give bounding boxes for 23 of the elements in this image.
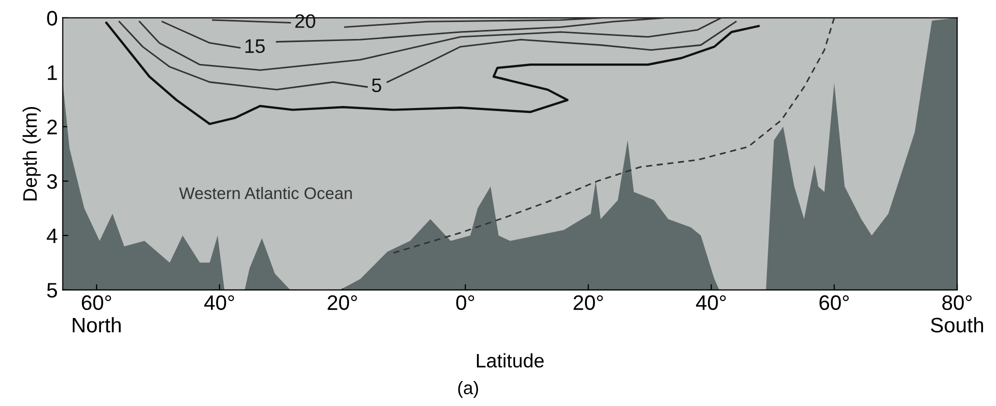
- x-tick-label: 60°: [820, 295, 849, 310]
- x-tick-label: 20°: [328, 295, 357, 310]
- x-tick-label: 40°: [696, 295, 726, 310]
- y-tick-label: 0: [47, 10, 58, 26]
- y-tick-label: 2: [47, 120, 57, 134]
- line-series: [344, 18, 602, 28]
- x-axis-title: Latitude: [476, 353, 544, 368]
- series-label: 5: [372, 78, 382, 92]
- annotation: Western Atlantic Ocean: [179, 186, 352, 200]
- line-series: [392, 18, 835, 254]
- y-tick-label: 5: [47, 283, 58, 298]
- y-axis-title: Depth (km): [22, 107, 41, 200]
- text: (a): [458, 381, 478, 398]
- y-tick-label: 3: [47, 174, 57, 189]
- x-tick-label: 20°: [574, 295, 603, 310]
- x-tick-label: 40°: [204, 295, 234, 310]
- x-tick-label: 60° North: [72, 295, 121, 332]
- y-tick-label: 1: [48, 65, 57, 80]
- series-label: 15: [245, 39, 265, 54]
- y-tick-label: 4: [46, 228, 58, 244]
- x-tick-label: 0°: [456, 295, 474, 310]
- line-series: [386, 20, 737, 83]
- x-tick-label: 80° South: [930, 295, 984, 332]
